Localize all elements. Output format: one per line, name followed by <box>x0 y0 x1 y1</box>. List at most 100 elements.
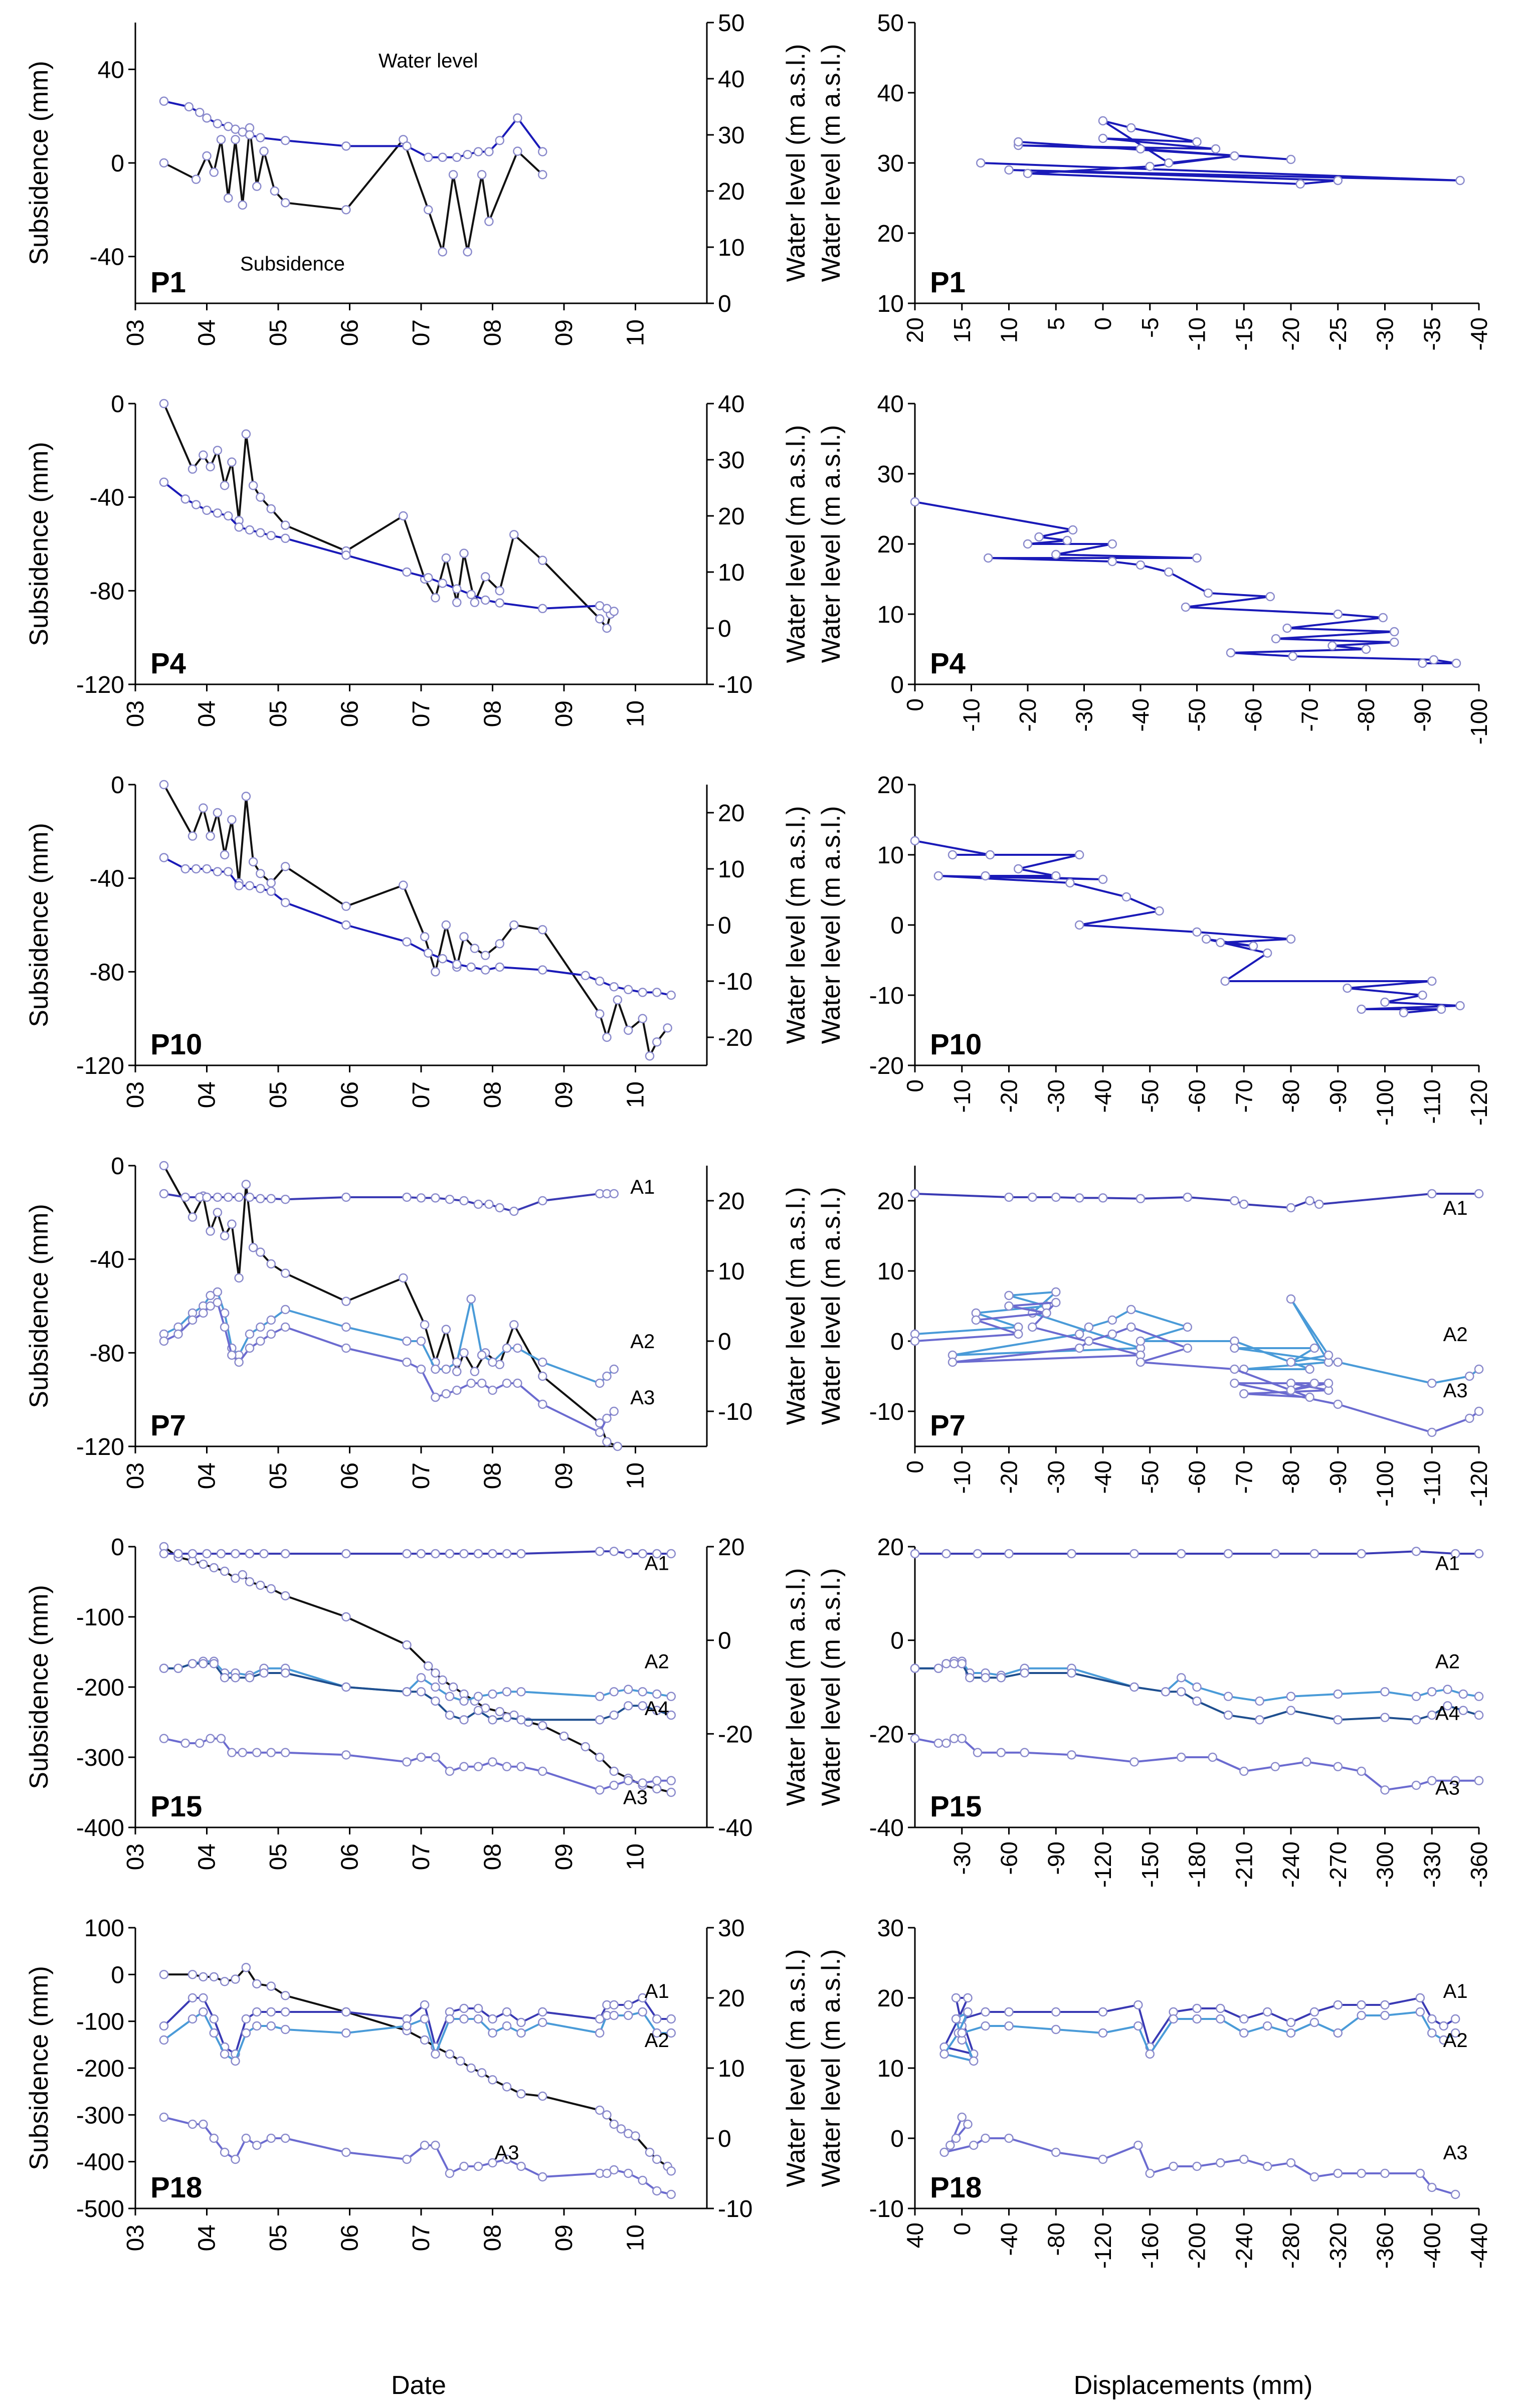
data-point <box>1455 1001 1465 1011</box>
data-point <box>1169 2161 1178 2171</box>
data-point <box>1439 2035 1448 2045</box>
data-point <box>187 1212 198 1222</box>
panel-title: P18 <box>930 2171 982 2204</box>
data-point <box>266 1329 276 1339</box>
data-point <box>981 2133 990 2143</box>
data-point <box>180 494 190 504</box>
x-tick-label: 06 <box>337 1081 363 1108</box>
data-point <box>402 1192 412 1202</box>
data-point <box>595 1009 605 1019</box>
data-point <box>216 1549 226 1559</box>
data-point <box>1211 144 1221 154</box>
y-axis-title: Subsidence (mm) <box>25 823 54 1027</box>
data-point <box>1474 1710 1484 1720</box>
data-point <box>445 2014 455 2024</box>
data-point <box>538 1766 547 1776</box>
data-point <box>538 965 547 975</box>
data-point <box>445 2049 455 2059</box>
data-point <box>234 1357 244 1367</box>
data-point <box>1427 1710 1437 1720</box>
data-point <box>431 1392 440 1402</box>
data-point <box>1343 983 1352 993</box>
annotation-label: A2 <box>1443 2029 1468 2052</box>
data-point <box>341 901 351 911</box>
data-point <box>495 1707 504 1717</box>
data-point <box>1051 2024 1061 2034</box>
data-point <box>341 141 351 151</box>
x-tick-label: -30 <box>1071 698 1097 731</box>
data-point <box>266 2007 276 2017</box>
series-line-a3 <box>943 2116 1456 2195</box>
y-tick-label: 100 <box>84 1915 124 1942</box>
data-point <box>1034 532 1044 542</box>
y-tick-label: -120 <box>76 1053 124 1079</box>
data-point <box>666 1710 676 1720</box>
data-point <box>981 871 990 881</box>
data-point <box>957 2028 967 2038</box>
x-tick-label: -210 <box>1231 1841 1257 1888</box>
data-point <box>981 1673 990 1683</box>
data-point <box>663 1023 672 1033</box>
data-point <box>1239 1766 1249 1776</box>
data-point <box>488 1357 497 1367</box>
data-point <box>341 1682 351 1692</box>
y2-tick-label: 0 <box>718 1329 731 1355</box>
data-point <box>445 1692 455 1701</box>
data-point <box>438 247 447 257</box>
data-point <box>1378 613 1388 623</box>
data-point <box>638 2175 647 2185</box>
data-point <box>227 457 237 467</box>
data-point <box>941 1659 951 1669</box>
data-point <box>1098 2028 1108 2038</box>
y-tick-label: -120 <box>76 672 124 698</box>
data-point <box>1450 1776 1460 1785</box>
data-point <box>1098 2154 1108 2164</box>
data-point <box>538 2091 547 2101</box>
data-point <box>616 2124 626 2134</box>
series-line-a3 <box>163 1302 615 1433</box>
data-point <box>1282 623 1292 633</box>
x-tick-label: 07 <box>408 319 435 346</box>
data-point <box>1051 2007 1061 2017</box>
y-tick-label: 10 <box>877 1258 904 1285</box>
y2-tick-label: -20 <box>718 1721 752 1748</box>
data-point <box>1223 1692 1233 1701</box>
data-point <box>159 853 169 862</box>
series-line-a3 <box>163 2116 672 2195</box>
data-point <box>1155 906 1164 916</box>
y-tick-label: 30 <box>877 150 904 177</box>
data-point <box>195 1738 205 1748</box>
data-point <box>652 1784 662 1794</box>
data-point <box>1248 941 1258 951</box>
data-point <box>252 2140 262 2150</box>
annotation-label: A1 <box>630 1176 655 1198</box>
data-point <box>1380 1713 1390 1722</box>
annotation-label: A2 <box>645 2029 669 2052</box>
data-point <box>516 1762 526 1771</box>
data-point <box>1411 1780 1421 1790</box>
data-point <box>1474 1406 1484 1416</box>
x-tick-label: -270 <box>1325 1841 1351 1888</box>
data-point <box>1265 592 1275 602</box>
data-point <box>1136 1336 1146 1346</box>
data-point <box>1380 2000 1390 2010</box>
data-point <box>213 1287 223 1297</box>
data-point <box>216 135 226 144</box>
data-point <box>220 1977 230 1986</box>
data-point <box>448 1682 458 1692</box>
data-point <box>495 939 504 949</box>
x-tick-label: 06 <box>337 1462 363 1489</box>
x-tick-label: 03 <box>122 1843 149 1870</box>
data-point <box>602 2168 612 2178</box>
data-point <box>473 1199 483 1209</box>
data-point <box>1286 2028 1296 2038</box>
series-line-displacement <box>981 120 1461 185</box>
x-tick-label: -280 <box>1278 2222 1304 2269</box>
data-point <box>206 831 215 841</box>
data-point <box>1255 1715 1264 1725</box>
data-point <box>202 113 212 123</box>
x-tick-label: -80 <box>1278 1079 1304 1113</box>
data-point <box>939 2147 949 2157</box>
data-point <box>213 508 223 518</box>
data-point <box>199 2007 208 2017</box>
